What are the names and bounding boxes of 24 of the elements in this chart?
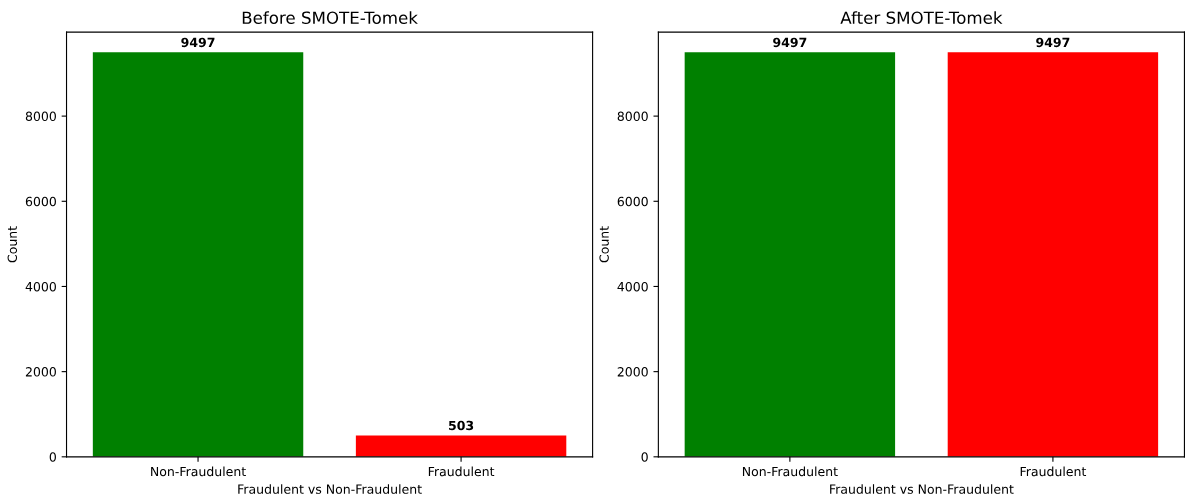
data-label: 9497 <box>773 37 807 48</box>
x-tick-label: Fraudulent <box>1020 466 1087 477</box>
x-tick-label: Fraudulent <box>428 466 495 477</box>
x-axis-title: Fraudulent vs Non-Fraudulent <box>238 484 422 494</box>
y-tick-label: 8000 <box>617 111 648 122</box>
x-tick-label: Non-Fraudulent <box>742 466 838 477</box>
y-axis-title: Count <box>599 226 609 263</box>
y-tick-label: 4000 <box>617 281 648 292</box>
y-tick-label: 0 <box>49 452 56 462</box>
y-tick-label: 2000 <box>25 367 56 377</box>
y-tick-label: 6000 <box>25 196 56 207</box>
y-tick-label: 2000 <box>617 367 648 377</box>
y-tick-label: 6000 <box>617 196 648 207</box>
chart-title: After SMOTE-Tomek <box>840 11 1003 25</box>
y-tick-label: 4000 <box>25 281 56 292</box>
x-tick-label: Non-Fraudulent <box>151 466 246 477</box>
chart-title: Before SMOTE-Tomek <box>242 11 418 25</box>
y-tick-label: 8000 <box>25 111 56 122</box>
x-axis-title: Fraudulent vs Non-Fraudulent <box>830 484 1014 494</box>
y-tick-label: 0 <box>641 452 648 462</box>
data-label: 503 <box>449 420 474 431</box>
data-label: 9497 <box>1036 37 1070 48</box>
y-axis-title: Count <box>7 226 18 263</box>
data-label: 9497 <box>181 37 215 48</box>
